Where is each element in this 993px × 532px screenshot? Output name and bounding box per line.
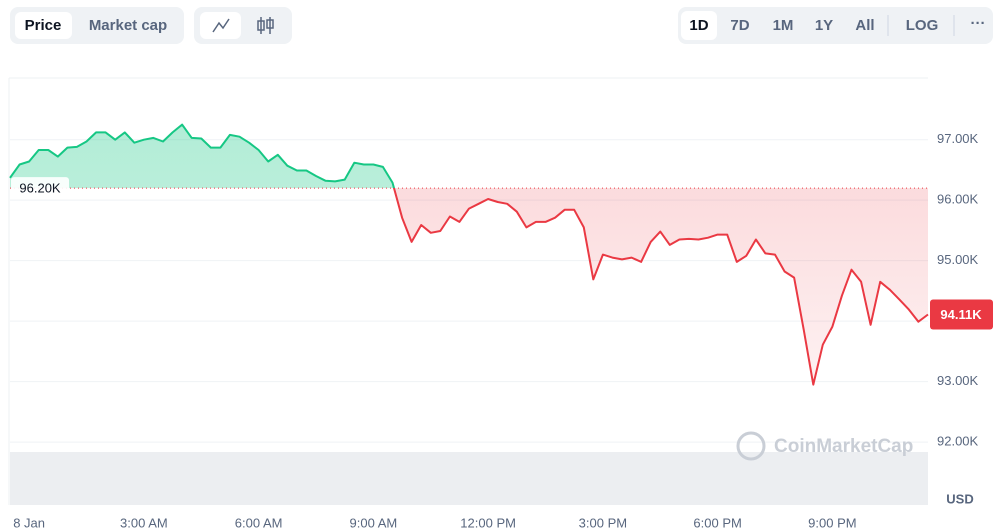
- range-button[interactable]: 1M: [773, 17, 794, 34]
- range-button[interactable]: All: [855, 17, 874, 34]
- log-button[interactable]: LOG: [906, 17, 939, 34]
- view-button[interactable]: Price: [25, 17, 62, 34]
- y-tick-label: 93.00K: [937, 373, 979, 388]
- range-button[interactable]: 1D: [689, 17, 708, 34]
- x-tick-label: 3:00 AM: [120, 515, 168, 530]
- y-tick-label: 92.00K: [937, 434, 979, 449]
- range-button[interactable]: 1Y: [815, 17, 833, 34]
- area: [10, 124, 928, 385]
- price-line: [9, 123, 929, 386]
- y-tick-label: 96.00K: [937, 192, 979, 207]
- x-tick-label: 6:00 PM: [693, 515, 741, 530]
- candle-type-button[interactable]: [257, 17, 274, 34]
- y-unit: USD: [946, 491, 973, 506]
- y-tick-label: 95.00K: [937, 252, 979, 267]
- x-tick-label: 12:00 PM: [460, 515, 516, 530]
- x-tick-label: 8 Jan: [13, 515, 45, 530]
- last-price-label: 94.11K: [940, 307, 982, 322]
- range-switch: [678, 7, 993, 44]
- active-view: [15, 12, 72, 39]
- x-tick-label: 9:00 AM: [350, 515, 398, 530]
- reference-label: 96.20K: [19, 181, 61, 196]
- x-tick-label: 3:00 PM: [579, 515, 627, 530]
- watermark-text: CoinMarketCap: [774, 436, 913, 457]
- x-tick-label: 9:00 PM: [808, 515, 856, 530]
- line-icon: [212, 18, 230, 33]
- volume-area: [10, 452, 928, 505]
- range-button[interactable]: 7D: [730, 17, 749, 34]
- more-button[interactable]: ···: [971, 15, 986, 32]
- active-range: [681, 11, 717, 40]
- reference-tag: [11, 177, 69, 200]
- last-price-tag: [930, 299, 993, 330]
- y-tick-label: 97.00K: [937, 131, 979, 146]
- watermark: CoinMarketCap: [736, 431, 913, 461]
- view-button[interactable]: Market cap: [89, 17, 167, 34]
- x-tick-label: 6:00 AM: [235, 515, 283, 530]
